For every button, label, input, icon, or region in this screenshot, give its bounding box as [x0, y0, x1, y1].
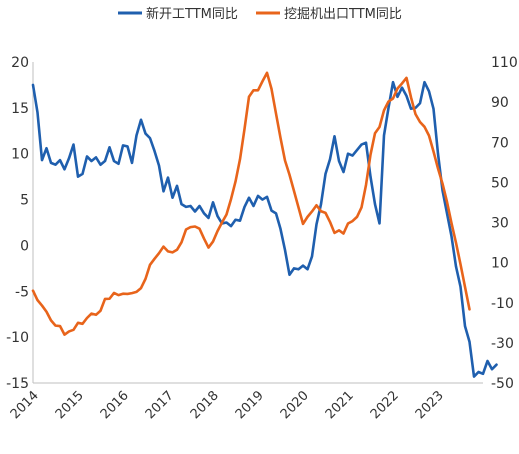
- y-left-tick-label: 15: [11, 101, 29, 117]
- series-layer: [31, 71, 498, 378]
- legend: 新开工TTM同比 挖掘机出口TTM同比: [118, 6, 402, 22]
- legend-label-excavator-exports: 挖掘机出口TTM同比: [284, 7, 402, 22]
- x-tick-label: 2021: [323, 388, 357, 422]
- series-line-new-starts: [31, 80, 498, 378]
- x-tick-label: 2018: [188, 388, 222, 422]
- y-right-tick-label: 10: [491, 256, 509, 272]
- x-tick-label: 2019: [233, 388, 267, 422]
- y-right-tick-label: 90: [491, 95, 509, 111]
- y-left-tick-label: 5: [20, 193, 29, 209]
- x-tick-label: 2023: [413, 388, 447, 422]
- right-axis-ticks: 110 90 70 50 30 10 -10 -30 -50: [491, 55, 518, 392]
- left-axis-ticks: 20 15 10 5 0 -5 -10 -15: [6, 55, 29, 392]
- y-right-tick-label: 70: [491, 135, 509, 151]
- y-left-tick-label: -10: [6, 330, 29, 346]
- series-line-excavator-exports: [31, 71, 471, 336]
- y-right-tick-label: -50: [491, 376, 514, 392]
- y-right-tick-label: -10: [491, 296, 514, 312]
- y-right-tick-label: 50: [491, 175, 509, 191]
- x-tick-label: 2014: [8, 388, 42, 422]
- y-right-tick-label: 110: [491, 55, 518, 71]
- y-left-tick-label: -15: [6, 376, 29, 392]
- y-left-tick-label: 20: [11, 55, 29, 71]
- x-tick-label: 2016: [98, 388, 132, 422]
- y-right-tick-label: -30: [491, 336, 514, 352]
- y-right-tick-label: 30: [491, 216, 509, 232]
- x-tick-label: 2015: [53, 388, 87, 422]
- y-left-tick-label: -5: [15, 284, 29, 300]
- x-tick-label: 2020: [278, 388, 312, 422]
- x-axis-ticks: 2014 2015 2016 2017 2018 2019 2020 2021 2022 2023: [8, 388, 447, 422]
- legend-label-new-starts: 新开工TTM同比: [146, 6, 238, 22]
- y-left-tick-label: 10: [11, 147, 29, 163]
- x-tick-label: 2017: [143, 388, 177, 422]
- x-tick-label: 2022: [368, 388, 402, 422]
- y-left-tick-label: 0: [20, 238, 29, 254]
